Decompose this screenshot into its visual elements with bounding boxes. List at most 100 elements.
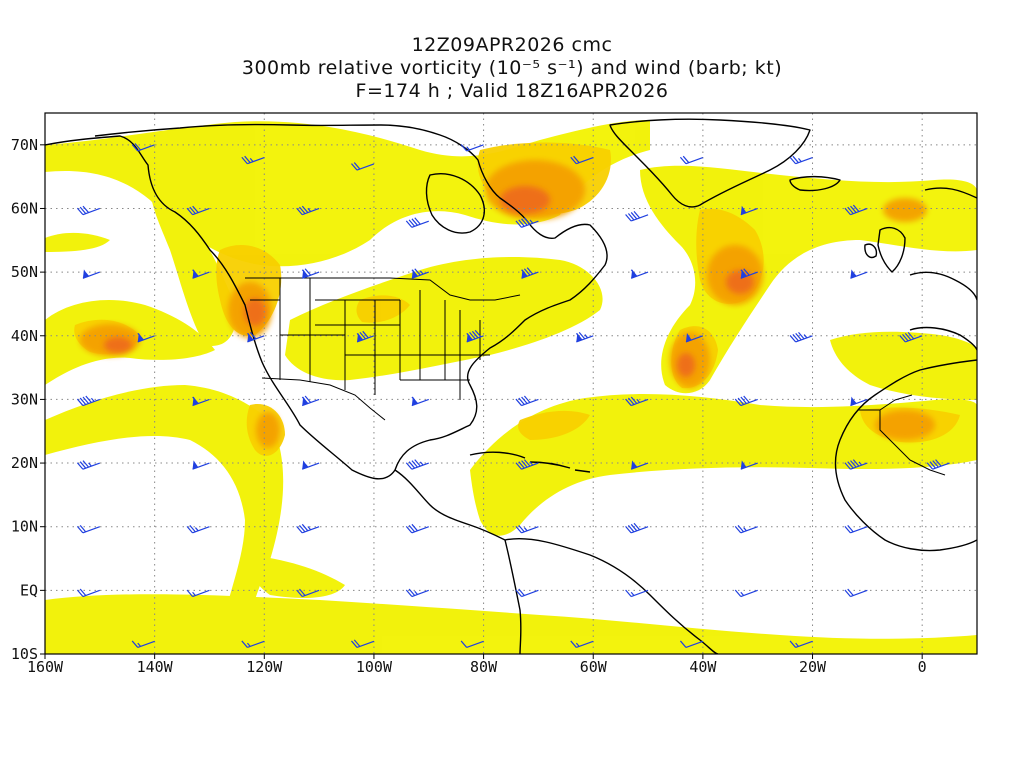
wind-barb bbox=[131, 640, 155, 648]
wind-barb bbox=[405, 588, 429, 598]
wind-barb bbox=[630, 269, 649, 279]
wind-barb bbox=[301, 268, 320, 279]
wind-barb bbox=[192, 396, 210, 407]
wind-barb bbox=[460, 144, 484, 152]
wind-barb bbox=[625, 211, 649, 222]
map-title-line-2: 300mb relative vorticity (10⁻⁵ s⁻¹) and … bbox=[241, 57, 783, 79]
x-tick-label: 80W bbox=[470, 658, 498, 676]
us-state-borders bbox=[245, 277, 521, 421]
wind-barb bbox=[76, 524, 101, 534]
wind-barb bbox=[515, 217, 539, 228]
wind-barb bbox=[734, 395, 758, 407]
wind-barb bbox=[296, 588, 320, 598]
iceland-coast bbox=[789, 175, 841, 192]
x-tick-label: 100W bbox=[356, 658, 393, 676]
wind-barb bbox=[740, 460, 758, 470]
wind-barb bbox=[356, 330, 375, 343]
coastlines bbox=[45, 118, 977, 654]
wind-barb bbox=[625, 396, 649, 407]
wind-barb bbox=[466, 329, 484, 343]
south-america-coast bbox=[504, 537, 719, 654]
wind-barb bbox=[82, 269, 101, 279]
wind-barb bbox=[844, 204, 868, 216]
latitude-axis: 70N 60N 50N 40N 30N 20N 10N EQ 10S bbox=[11, 136, 45, 663]
wind-barb bbox=[679, 155, 704, 165]
vorticity-band-max bbox=[104, 186, 754, 377]
wind-barb bbox=[630, 460, 649, 470]
map-plot-area bbox=[44, 112, 978, 655]
wind-barb bbox=[850, 269, 868, 279]
wind-barb bbox=[740, 205, 758, 216]
west-africa-border bbox=[858, 394, 946, 476]
wind-barb bbox=[76, 395, 101, 407]
wind-barb bbox=[734, 524, 758, 534]
wind-barb bbox=[301, 460, 320, 470]
y-tick-label: EQ bbox=[20, 581, 38, 599]
wind-barb bbox=[515, 395, 539, 407]
map-title-line-3: F=174 h ; Valid 18Z16APR2026 bbox=[355, 80, 669, 102]
longitude-axis: 160W 140W 120W 100W 80W 60W 40W 20W 0 bbox=[27, 654, 927, 676]
wind-barb bbox=[405, 523, 429, 534]
wind-barb bbox=[241, 640, 265, 648]
wind-barb bbox=[186, 589, 210, 598]
wind-barb bbox=[685, 333, 704, 343]
wind-barb bbox=[460, 640, 484, 648]
y-tick-label: 50N bbox=[11, 263, 38, 281]
wind-barb bbox=[241, 155, 265, 165]
wind-barb bbox=[76, 588, 101, 598]
x-tick-label: 0 bbox=[918, 658, 927, 676]
hudson-bay-coast bbox=[425, 173, 486, 234]
wind-barb bbox=[76, 460, 101, 470]
map-title-line-1: 12Z09APR2026 cmc bbox=[411, 34, 613, 56]
lat-lon-gridlines bbox=[45, 113, 977, 654]
wind-barb bbox=[679, 640, 704, 648]
wind-barb bbox=[296, 205, 320, 216]
map-frame bbox=[44, 112, 978, 655]
wind-barb bbox=[301, 395, 320, 407]
wind-barb bbox=[844, 588, 868, 598]
wind-barb bbox=[515, 459, 539, 470]
us-mexico-border bbox=[261, 377, 386, 421]
caribbean-islands-coast bbox=[469, 451, 591, 473]
wind-barb bbox=[515, 524, 539, 534]
x-tick-label: 60W bbox=[580, 658, 608, 676]
wind-barb bbox=[570, 640, 594, 648]
x-tick-label: 140W bbox=[137, 658, 174, 676]
wind-barb bbox=[789, 640, 813, 648]
wind-barb bbox=[850, 396, 868, 407]
y-tick-label: 10S bbox=[11, 645, 38, 663]
wind-barb bbox=[411, 396, 429, 407]
wind-barb bbox=[740, 268, 758, 279]
wind-barb bbox=[405, 217, 429, 228]
x-tick-label: 40W bbox=[689, 658, 717, 676]
y-tick-label: 30N bbox=[11, 390, 38, 408]
north-america-coast bbox=[45, 123, 608, 480]
y-tick-label: 40N bbox=[11, 327, 38, 345]
wind-barb bbox=[247, 331, 265, 343]
wind-barb bbox=[192, 269, 210, 279]
x-tick-label: 20W bbox=[799, 658, 827, 676]
wind-barb bbox=[789, 331, 813, 343]
british-isles-coast bbox=[864, 226, 906, 273]
y-tick-label: 20N bbox=[11, 454, 38, 472]
vorticity-shading bbox=[45, 120, 977, 654]
central-america-coast bbox=[394, 469, 506, 541]
wind-barb bbox=[844, 459, 868, 470]
wind-barb bbox=[789, 155, 813, 165]
wind-barb bbox=[926, 459, 950, 470]
europe-coast bbox=[909, 187, 977, 351]
greenland-coast bbox=[609, 118, 811, 208]
wind-barb bbox=[625, 589, 649, 598]
wind-barbs bbox=[76, 143, 950, 648]
wind-barb bbox=[570, 155, 594, 165]
wind-barb bbox=[625, 522, 649, 534]
us-canada-border bbox=[245, 277, 521, 301]
wind-barb bbox=[521, 267, 539, 279]
y-tick-label: 10N bbox=[11, 518, 38, 536]
wind-barb bbox=[734, 589, 758, 598]
wind-barb bbox=[76, 205, 101, 216]
wind-barb bbox=[411, 268, 429, 279]
y-tick-label: 70N bbox=[11, 136, 38, 154]
africa-coast bbox=[834, 359, 977, 552]
